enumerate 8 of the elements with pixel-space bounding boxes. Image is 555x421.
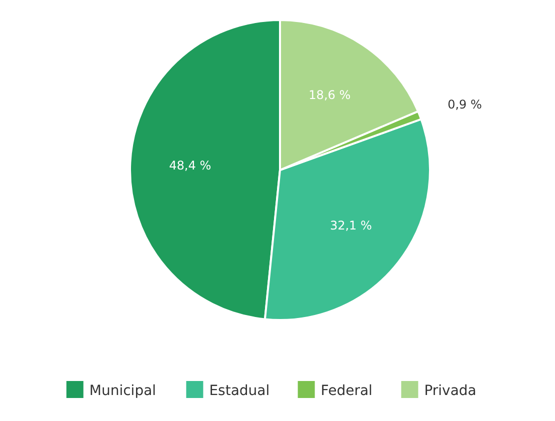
legend-label: Federal — [320, 382, 372, 399]
legend-label: Municipal — [89, 382, 156, 399]
data-label: 48,4 % — [169, 158, 212, 173]
legend-label: Privada — [424, 382, 476, 399]
legend-label: Estadual — [209, 382, 270, 399]
data-label: 18,6 % — [308, 88, 351, 102]
data-label: 0,9 % — [448, 97, 482, 112]
data-label: 32,1 % — [330, 218, 372, 233]
